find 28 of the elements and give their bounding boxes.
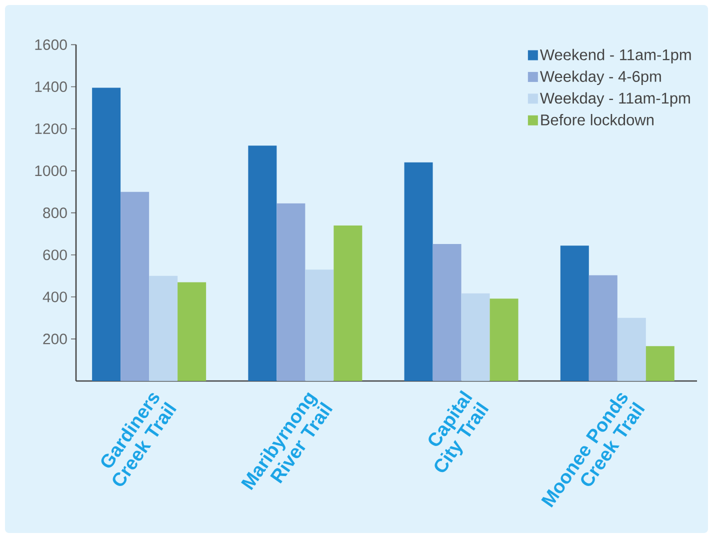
y-tick-label: 1200 xyxy=(35,123,67,134)
bar xyxy=(178,282,206,381)
y-tick-label: 200 xyxy=(43,334,67,344)
y-tick-label: 1000 xyxy=(35,165,67,176)
bar xyxy=(120,192,150,381)
bar xyxy=(149,276,178,381)
y-tick-label: 1400 xyxy=(35,81,67,92)
bar xyxy=(92,88,121,381)
bar xyxy=(560,246,589,381)
bar xyxy=(461,293,490,381)
legend-label: Weekend - 11am-1pm xyxy=(540,48,691,64)
bar xyxy=(432,244,462,381)
y-tick-label: 800 xyxy=(43,208,67,218)
y-tick-label: 600 xyxy=(43,250,67,260)
bar xyxy=(305,270,334,381)
bar xyxy=(404,162,433,381)
legend-label: Before lockdown xyxy=(541,114,654,126)
bar xyxy=(490,298,518,381)
bar xyxy=(248,146,277,381)
bar xyxy=(276,203,306,381)
bar xyxy=(617,318,646,381)
y-tick-label: 400 xyxy=(42,292,67,302)
legend-label: Weekday - 11am-1pm xyxy=(540,92,690,107)
bar xyxy=(646,346,674,381)
bar xyxy=(334,225,362,381)
bar xyxy=(588,275,618,381)
y-tick-label: 1600 xyxy=(35,39,67,50)
legend-label: Weekday - 4-6pm xyxy=(540,70,661,86)
